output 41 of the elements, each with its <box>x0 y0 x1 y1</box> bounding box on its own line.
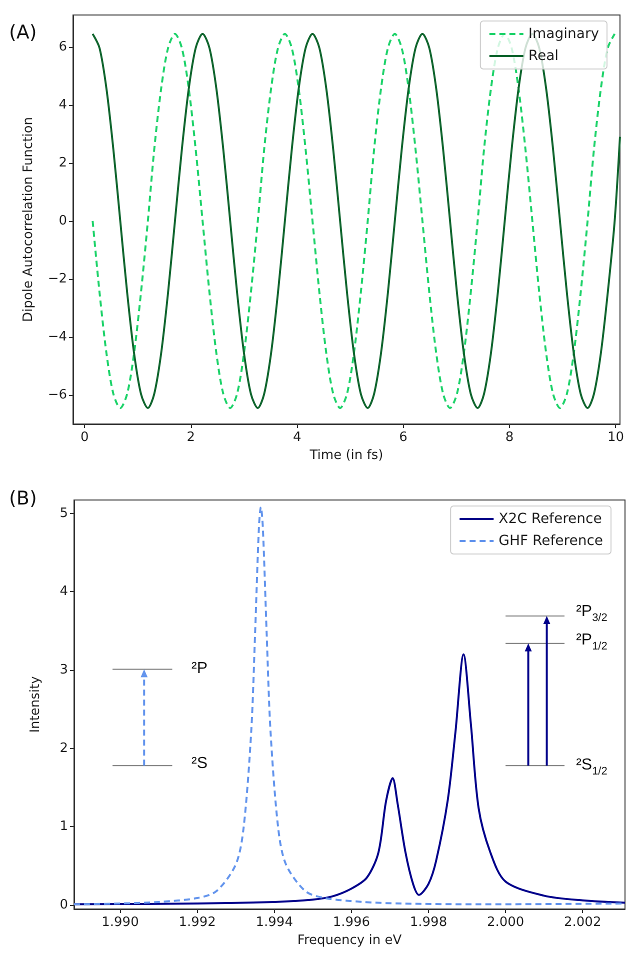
legend-label: GHF Reference <box>498 533 604 549</box>
x-tick-label: 2.002 <box>564 915 602 930</box>
annotation: ²P$_{3/2}$ <box>576 603 608 624</box>
x-tick-label: 1.990 <box>102 915 139 930</box>
y-tick-label: 4 <box>58 97 67 112</box>
y-tick-label: 1 <box>60 819 68 834</box>
annotation: ²S$_{1/2}$ <box>576 756 608 778</box>
x-axis-title: Time (in fs) <box>308 448 384 463</box>
x-tick-label: 1.996 <box>332 915 370 930</box>
x-tick-label: 2.000 <box>486 915 524 930</box>
y-tick-label: 2 <box>60 740 68 756</box>
y-tick-label: 0 <box>58 213 67 228</box>
x-tick-label: 0 <box>80 430 89 445</box>
y-axis-title: Intensity <box>28 676 43 733</box>
annotation: ²P <box>192 660 208 678</box>
y-tick-label: −2 <box>48 271 67 286</box>
x-tick-label: 6 <box>399 430 408 445</box>
chart-title: (A) <box>9 22 37 44</box>
y-tick-label: 4 <box>60 584 68 600</box>
y-tick-label: −4 <box>48 329 67 344</box>
chart-title: (B) <box>9 488 37 510</box>
legend-label: Real <box>528 48 559 64</box>
y-axis-title: Dipole Autocorrelation Function <box>21 117 36 322</box>
x-tick-label: 1.994 <box>256 915 293 930</box>
y-tick-label: 6 <box>58 39 67 54</box>
x-tick-label: 1.992 <box>178 915 216 930</box>
x-axis-title: Frequency in eV <box>297 932 402 948</box>
y-tick-label: 0 <box>60 898 68 913</box>
y-tick-label: 3 <box>60 662 68 678</box>
y-tick-label: −6 <box>48 387 67 402</box>
x-tick-label: 1.998 <box>410 915 448 930</box>
y-tick-label: 5 <box>60 506 68 521</box>
legend-label: Imaginary <box>528 26 600 42</box>
x-tick-label: 8 <box>505 430 514 445</box>
legend-label: X2C Reference <box>498 511 602 527</box>
y-tick-label: 2 <box>58 155 67 170</box>
annotation: ²P$_{1/2}$ <box>576 631 608 652</box>
x-tick-label: 10 <box>607 430 624 445</box>
x-tick-label: 2 <box>186 430 196 445</box>
x-tick-label: 4 <box>292 430 302 445</box>
annotation: ²S <box>192 755 208 772</box>
